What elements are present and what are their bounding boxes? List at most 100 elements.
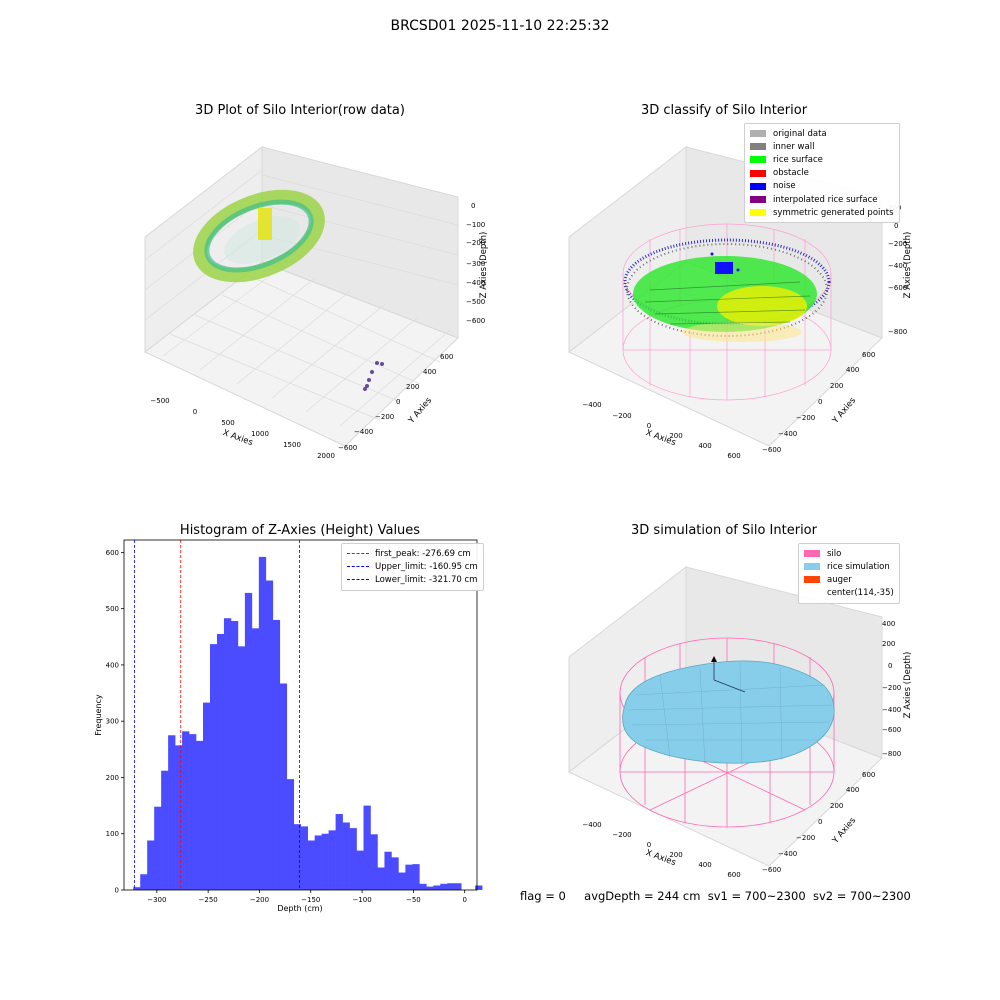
classify-legend: original data inner wall rice surface ob… — [744, 123, 900, 224]
histogram-bar — [272, 619, 281, 890]
sim-ylabel: Y Axies — [830, 815, 858, 846]
histogram-bar — [433, 885, 441, 890]
svg-text:200: 200 — [669, 851, 682, 859]
y-tick-label: 0 — [115, 887, 119, 895]
legend-item-center: center(114,-35) — [804, 587, 894, 600]
svg-text:−200: −200 — [882, 684, 901, 692]
svg-text:400: 400 — [423, 368, 436, 376]
legend-item-obstacle: obstacle — [750, 167, 894, 180]
raw-point-cloud-inner — [204, 199, 314, 273]
svg-text:0: 0 — [894, 222, 898, 230]
svg-text:−100: −100 — [466, 221, 485, 229]
histogram-bar — [307, 840, 315, 890]
classify-surface-texture — [644, 281, 811, 325]
svg-text:−400: −400 — [582, 821, 601, 829]
y-tick-label: 500 — [106, 605, 119, 613]
histogram-bar — [196, 740, 204, 890]
swatch-icon — [750, 156, 766, 164]
svg-text:2000: 2000 — [317, 452, 335, 460]
svg-text:−600: −600 — [466, 317, 485, 325]
histogram-bar — [363, 805, 371, 890]
svg-text:600: 600 — [862, 771, 875, 779]
histogram-bar — [349, 828, 357, 890]
histogram-chart: −300 −250 −200 −150 −100 −50 0 0 100 200 300 400 50… — [94, 539, 483, 913]
legend-item-rice-surface: rice surface — [750, 153, 894, 166]
histogram-bar — [265, 580, 274, 890]
swatch-icon — [804, 550, 820, 558]
svg-text:−600: −600 — [888, 284, 907, 292]
dashed-line-icon — [347, 566, 369, 568]
x-tick-label: −200 — [250, 896, 269, 904]
legend-item-original-data: original data — [750, 127, 894, 140]
svg-text:−200: −200 — [612, 412, 631, 420]
histogram-y-ticks: 0 100 200 300 400 500 600 — [106, 549, 124, 895]
histogram-bar — [209, 644, 218, 890]
legend-item-upper-limit: Upper_limit: -160.95 cm — [347, 560, 478, 573]
svg-text:−800: −800 — [882, 750, 901, 758]
y-tick-label: 100 — [106, 830, 119, 838]
sim-center-marker-icon — [711, 656, 717, 662]
sim-zlabel: Z Axies (Depth) — [903, 652, 913, 719]
x-tick-label: −250 — [199, 896, 218, 904]
svg-text:−200: −200 — [612, 831, 631, 839]
raw-zlabel: Z Axies (Depth) — [479, 232, 489, 299]
histogram-bar — [419, 883, 427, 890]
svg-text:1500: 1500 — [283, 441, 301, 449]
classify-zlabel: Z Axies (Depth) — [903, 232, 913, 299]
sim-x-ticks: −400 −200 0 200 400 600 — [582, 821, 740, 879]
svg-text:−200: −200 — [888, 240, 907, 248]
svg-text:600: 600 — [727, 871, 740, 879]
histogram-bar — [140, 874, 148, 890]
svg-text:−300: −300 — [466, 260, 485, 268]
histogram-bar — [405, 864, 413, 890]
histogram-bar — [161, 770, 169, 890]
histogram-bar — [175, 745, 183, 890]
histogram-bar — [293, 824, 302, 890]
raw-ylabel: Y Axies — [406, 395, 434, 426]
svg-text:400: 400 — [846, 366, 859, 374]
svg-text:200: 200 — [830, 802, 843, 810]
swatch-icon — [750, 196, 766, 204]
histogram-bar — [230, 621, 239, 890]
svg-text:−200: −200 — [796, 834, 815, 842]
flag-text: flag = 0 — [520, 889, 566, 903]
classify-ylabel: Y Axies — [830, 395, 858, 426]
svg-text:200: 200 — [669, 432, 682, 440]
histogram-legend: first_peak: -276.69 cm Upper_limit: -160… — [341, 543, 484, 591]
avg-depth-text: avgDepth = 244 cm — [584, 889, 701, 903]
histogram-bar — [168, 735, 176, 890]
svg-text:−600: −600 — [762, 446, 781, 454]
dashed-line-icon — [347, 553, 369, 555]
histogram-bar — [335, 814, 343, 890]
svg-text:400: 400 — [846, 786, 859, 794]
svg-text:−400: −400 — [582, 401, 601, 409]
figure-title: BRCSD01 2025-11-10 22:25:32 — [390, 18, 610, 34]
swatch-icon — [750, 182, 766, 190]
legend-item-interpolated: interpolated rice surface — [750, 193, 894, 206]
svg-text:0: 0 — [647, 422, 651, 430]
histogram-bar — [203, 702, 211, 890]
svg-text:−500: −500 — [150, 397, 169, 405]
histogram-bar — [216, 633, 225, 890]
histogram-bar — [300, 826, 308, 890]
svg-text:−200: −200 — [375, 413, 394, 421]
svg-text:500: 500 — [221, 419, 234, 427]
histogram-bar — [154, 806, 162, 890]
svg-text:−600: −600 — [762, 866, 781, 874]
histogram-bar — [426, 886, 434, 890]
sim-rice-surface — [622, 660, 835, 764]
dashed-line-icon — [347, 579, 369, 581]
swatch-icon — [804, 590, 820, 597]
histogram-vlines — [134, 540, 300, 890]
y-tick-label: 400 — [106, 661, 119, 669]
swatch-icon — [750, 209, 766, 217]
histogram-bar — [244, 592, 253, 890]
histogram-bar — [356, 850, 364, 890]
histogram-bar — [398, 872, 406, 890]
svg-text:200: 200 — [406, 383, 419, 391]
legend-item-noise: noise — [750, 180, 894, 193]
legend-item-lower-limit: Lower_limit: -321.70 cm — [347, 573, 478, 586]
svg-text:−400: −400 — [354, 428, 373, 436]
